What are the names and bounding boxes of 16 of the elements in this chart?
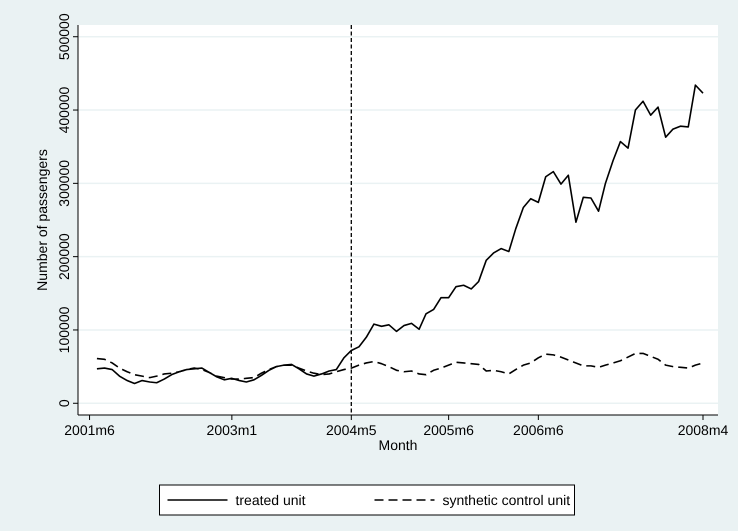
- x-tick-label: 2003m1: [206, 422, 258, 438]
- x-tick-label: 2008m4: [678, 422, 729, 438]
- legend-label: synthetic control unit: [442, 492, 570, 508]
- y-tick-label: 0: [56, 399, 72, 408]
- y-tick-label: 300000: [56, 160, 72, 207]
- y-axis-title: Number of passengers: [34, 149, 50, 291]
- x-axis-title: Month: [378, 437, 418, 453]
- x-tick-label: 2006m6: [513, 422, 564, 438]
- y-tick-label: 100000: [56, 306, 72, 354]
- x-tick-label: 2004m5: [326, 422, 377, 438]
- y-tick-label: 500000: [56, 13, 72, 60]
- legend-label: treated unit: [236, 492, 306, 508]
- y-tick-label: 400000: [56, 86, 72, 134]
- x-tick-label: 2005m6: [423, 422, 474, 438]
- y-tick-label: 200000: [56, 233, 72, 280]
- x-tick-label: 2001m6: [64, 422, 116, 438]
